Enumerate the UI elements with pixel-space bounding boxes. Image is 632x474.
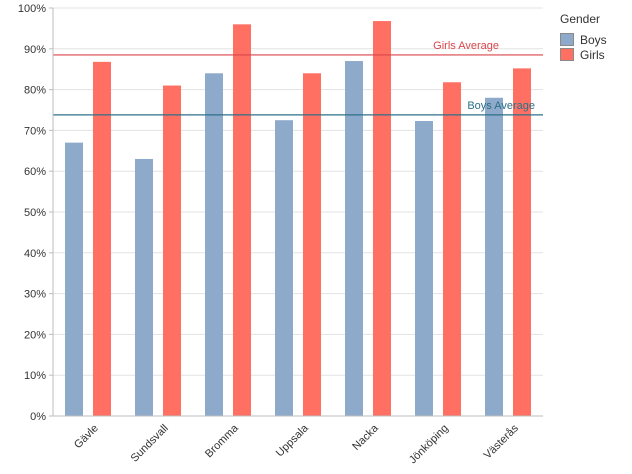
bar-girls-0 xyxy=(93,61,111,417)
bar-boys-0 xyxy=(65,142,83,416)
legend-title: Gender xyxy=(560,12,601,26)
y-tick-label: 60% xyxy=(24,166,46,178)
reference-label-1: Boys Average xyxy=(467,100,535,112)
y-tick-label: 100% xyxy=(18,3,46,15)
bar-boys-2 xyxy=(205,73,223,416)
y-tick-label: 50% xyxy=(24,207,46,219)
legend-swatch-girls xyxy=(560,48,574,61)
x-axis-ticks: Gävle Sundsvall Bromma Uppsala Nacka Jönköpin… xyxy=(72,422,521,467)
y-tick-label: 30% xyxy=(24,289,46,301)
x-tick-label: Nacka xyxy=(350,422,381,453)
x-tick-label: Sundsvall xyxy=(129,422,171,464)
bars xyxy=(65,21,531,417)
y-axis-ticks: 0% 10% 20% 30% 40% 50% 60% 70% 80% 90% 100% xyxy=(18,3,53,423)
bar-boys-4 xyxy=(345,61,363,416)
legend-label-girls: Girls xyxy=(580,47,605,62)
y-tick-label: 90% xyxy=(24,44,46,56)
y-tick-label: 70% xyxy=(24,125,46,137)
bar-girls-5 xyxy=(443,82,461,417)
reference-label-0: Girls Average xyxy=(433,40,499,52)
x-tick-label: Uppsala xyxy=(274,422,312,460)
legend-item-boys: Boys xyxy=(560,32,607,47)
legend-swatch-boys xyxy=(560,33,574,46)
x-tick-label: Jönköping xyxy=(407,422,451,466)
y-tick-label: 20% xyxy=(24,329,46,341)
y-tick-label: 10% xyxy=(24,370,46,382)
bar-girls-4 xyxy=(373,21,391,416)
reference-lines: Girls Average Boys Average xyxy=(53,40,543,116)
bar-girls-2 xyxy=(233,24,251,416)
y-tick-label: 80% xyxy=(24,85,46,97)
x-tick-label: Gävle xyxy=(72,422,101,451)
legend-item-girls: Girls xyxy=(560,47,607,62)
bar-boys-6 xyxy=(485,97,503,416)
bar-girls-1 xyxy=(163,85,181,417)
bar-boys-1 xyxy=(135,158,153,416)
bar-girls-6 xyxy=(513,68,531,416)
x-tick-label: Västerås xyxy=(482,422,522,462)
legend: Gender Boys Girls xyxy=(560,12,607,62)
x-tick-label: Bromma xyxy=(203,422,241,460)
axes xyxy=(52,8,543,417)
bar-boys-5 xyxy=(415,121,433,417)
bar-girls-3 xyxy=(303,73,321,416)
bar-boys-3 xyxy=(275,120,293,416)
legend-label-boys: Boys xyxy=(580,32,607,47)
gridlines xyxy=(53,7,543,376)
y-tick-label: 40% xyxy=(24,248,46,260)
y-tick-label: 0% xyxy=(30,411,46,423)
